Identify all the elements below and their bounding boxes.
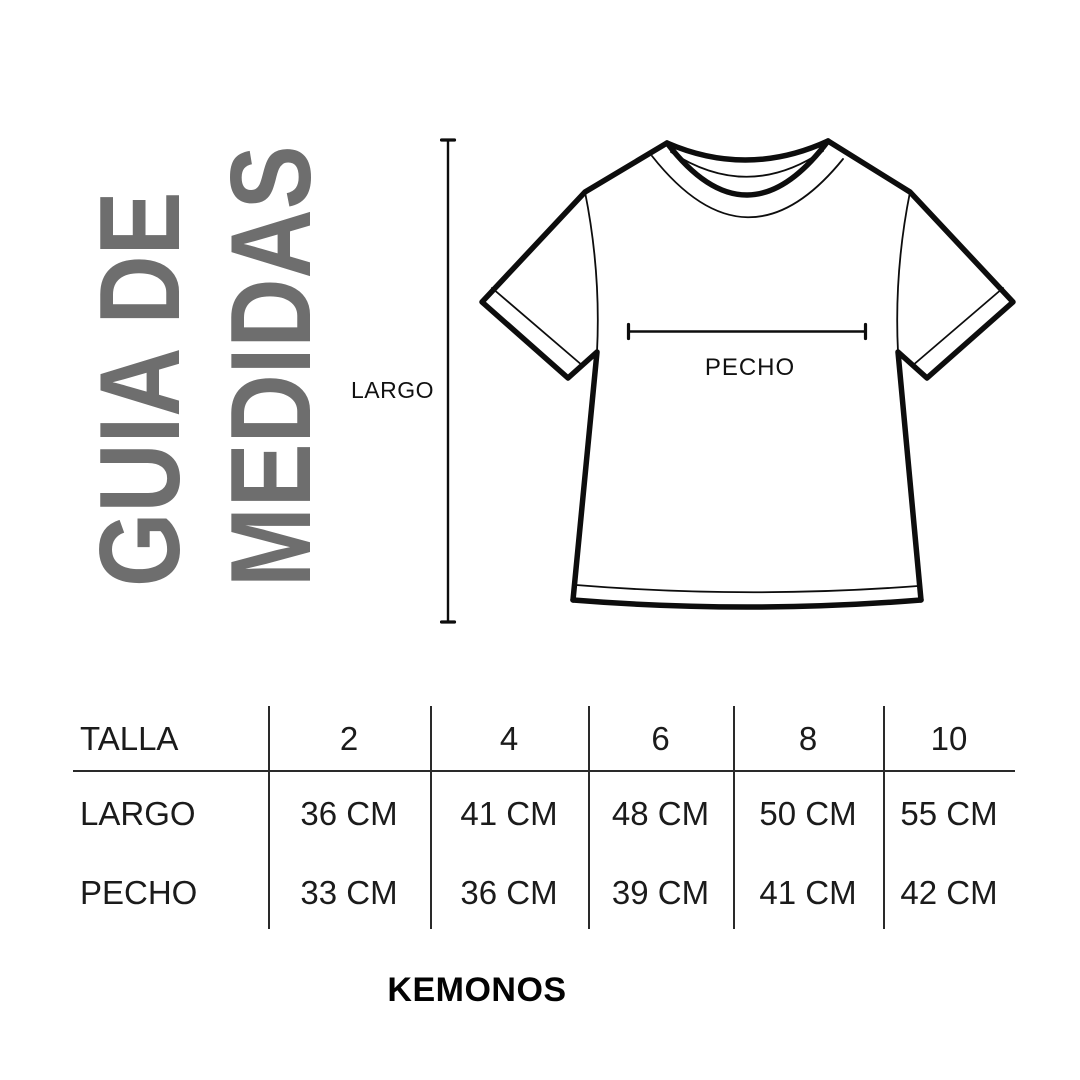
chest-dimension-label: PECHO — [704, 354, 796, 381]
left-armhole-seam — [584, 191, 599, 353]
length-dimension-line — [440, 138, 457, 624]
table-header-divider — [73, 770, 1015, 772]
largo-value-size-10: 55 CM — [900, 795, 998, 832]
pecho-value-size-2: 33 CM — [300, 874, 398, 911]
brand-name: KEMONOS — [387, 971, 567, 1009]
collar-inner-line — [670, 150, 824, 178]
chest-dimension-line — [626, 322, 868, 341]
pecho-value-size-6: 39 CM — [611, 874, 710, 911]
pecho-value-size-4: 36 CM — [460, 874, 558, 911]
size-table-header-size-6: 6 — [651, 719, 670, 757]
pecho-value-size-8: 41 CM — [759, 874, 857, 911]
right-cuff-line — [911, 287, 1004, 367]
largo-value-size-2: 36 CM — [300, 795, 398, 832]
table-column-divider — [430, 706, 432, 929]
size-table-header-size-2: 2 — [339, 719, 359, 757]
length-dimension-label: LARGO — [350, 377, 434, 403]
largo-value-size-4: 41 CM — [460, 795, 558, 832]
hem-bottom-edge — [570, 597, 924, 610]
size-table-header-talla: TALLA — [80, 719, 179, 757]
shirt-left-outline — [479, 140, 670, 603]
page-title-line1: GUIA DE — [77, 191, 204, 587]
left-cuff-line — [491, 287, 584, 367]
table-column-divider — [733, 706, 735, 929]
largo-value-size-6: 48 CM — [611, 795, 710, 832]
size-table-header-size-10: 10 — [930, 719, 968, 757]
pecho-value-size-10: 42 CM — [900, 874, 998, 911]
tshirt-diagram — [440, 138, 1016, 624]
table-column-divider — [268, 706, 270, 929]
largo-value-size-8: 50 CM — [759, 795, 857, 832]
size-table: TALLA 2 4 6 8 10 LARGO 36 CM 41 CM 48 CM… — [73, 706, 1015, 929]
collar-back-edge — [664, 138, 831, 163]
size-table-header-size-8: 8 — [798, 719, 818, 757]
shirt-right-outline — [825, 138, 1016, 603]
size-table-row-label-pecho: PECHO — [80, 874, 198, 911]
hem-top-line — [575, 584, 919, 594]
collar-front-edge — [664, 138, 831, 198]
table-column-divider — [883, 706, 885, 929]
collar-bottom-line — [651, 155, 844, 219]
size-table-header-size-4: 4 — [499, 719, 519, 757]
table-column-divider — [588, 706, 590, 929]
page-title-line2: MEDIDAS — [208, 145, 335, 587]
size-table-row-label-largo: LARGO — [80, 795, 196, 832]
right-armhole-seam — [896, 191, 911, 353]
